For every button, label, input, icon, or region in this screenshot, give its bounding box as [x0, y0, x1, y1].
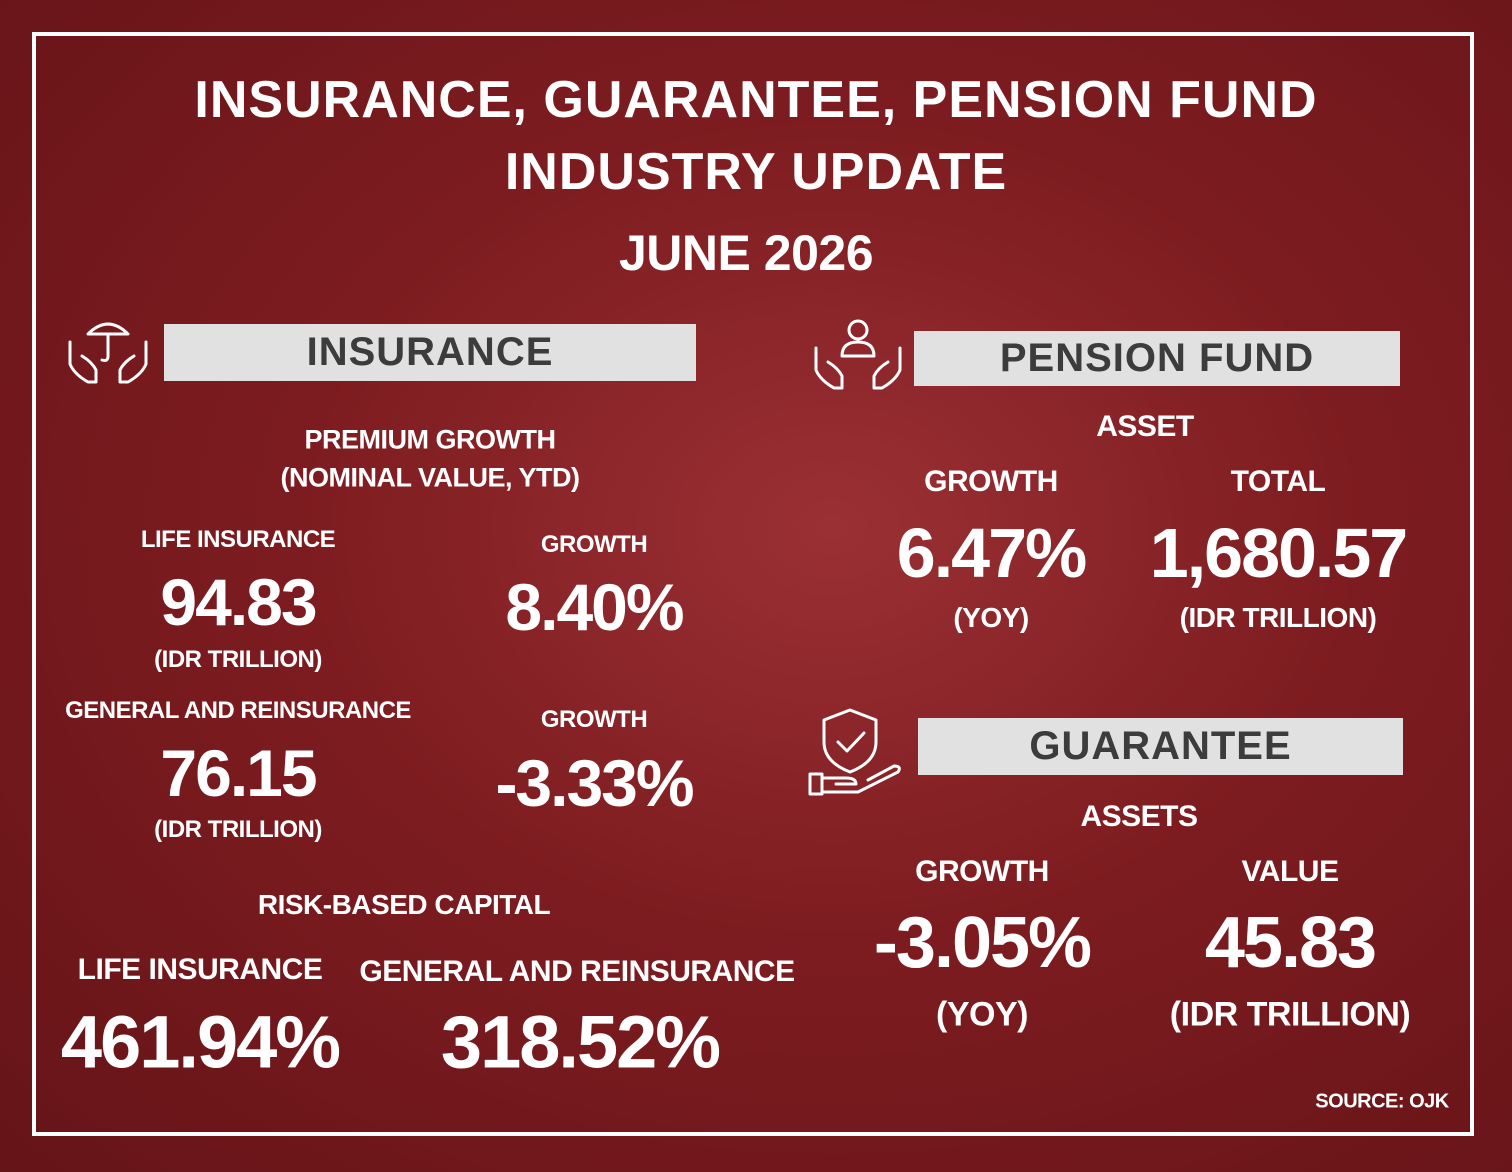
label: LIFE INSURANCE — [140, 526, 336, 553]
guarantee-icon — [808, 708, 901, 796]
section-heading: GUARANTEE — [918, 718, 1403, 775]
unit: (YOY) — [953, 602, 1029, 633]
date: JUNE 2026 — [619, 225, 874, 281]
value: 8.40% — [505, 570, 684, 644]
label: (NOMINAL VALUE, YTD) — [280, 462, 581, 493]
label: GROWTH — [540, 531, 648, 558]
unit: (IDR TRILLION) — [1179, 602, 1377, 633]
label: ASSETS — [1080, 800, 1198, 833]
label: LIFE INSURANCE — [77, 953, 323, 986]
unit: (YOY) — [936, 995, 1028, 1034]
label: PREMIUM GROWTH — [304, 424, 556, 455]
label: TOTAL — [1230, 465, 1326, 498]
section-heading: PENSION FUND — [914, 331, 1400, 386]
label: ASSET — [1096, 410, 1194, 443]
label: GROWTH — [924, 465, 1058, 498]
value: -3.05% — [873, 903, 1092, 983]
value: 94.83 — [160, 565, 317, 639]
value: 461.94% — [60, 1000, 341, 1084]
section-heading: INSURANCE — [164, 324, 696, 381]
value: 6.47% — [896, 514, 1087, 592]
value: -3.33% — [495, 746, 694, 820]
source: SOURCE: OJK — [1315, 1090, 1449, 1113]
unit: (IDR TRILLION) — [1169, 995, 1411, 1034]
label: VALUE — [1241, 855, 1339, 888]
title: INSURANCE, GUARANTEE, PENSION FUND INDUS… — [194, 71, 1318, 201]
value: 76.15 — [160, 736, 317, 810]
label: GROWTH — [915, 855, 1049, 888]
insurance-icon — [68, 322, 148, 384]
value: 318.52% — [440, 1000, 721, 1084]
label: RISK-BASED CAPITAL — [257, 889, 551, 920]
pension-icon — [814, 319, 902, 390]
unit: (IDR TRILLION) — [154, 646, 322, 673]
label: GENERAL AND REINSURANCE — [65, 697, 411, 724]
value: 45.83 — [1204, 903, 1377, 983]
label: GENERAL AND REINSURANCE — [359, 955, 795, 988]
unit: (IDR TRILLION) — [154, 816, 322, 843]
value: 1,680.57 — [1149, 514, 1408, 592]
label: GROWTH — [540, 706, 648, 733]
frame — [32, 32, 1474, 1136]
